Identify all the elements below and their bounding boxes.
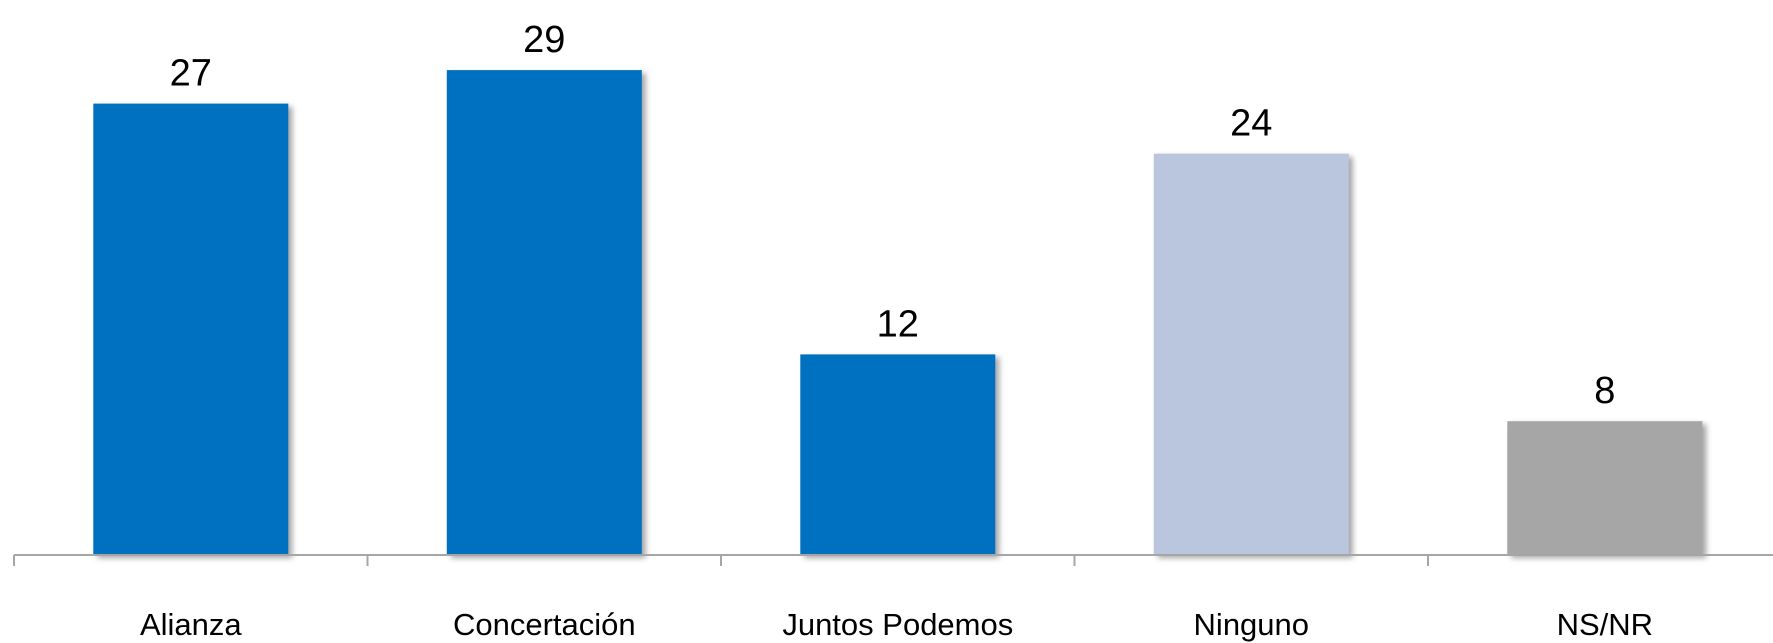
category-label-1: Concertación <box>453 607 636 642</box>
x-axis-ticks <box>13 555 1429 566</box>
bar-2 <box>800 354 996 555</box>
value-labels-group: 27 29 12 24 8 <box>170 19 1616 412</box>
bar-4 <box>1507 421 1703 555</box>
bar-0 <box>93 103 289 555</box>
category-label-3: Ninguno <box>1194 607 1309 642</box>
category-label-4: NS/NR <box>1557 607 1653 642</box>
bar-3 <box>1153 153 1349 555</box>
value-label-3: 24 <box>1230 103 1272 145</box>
bar-1 <box>446 70 642 555</box>
category-label-2: Juntos Podemos <box>782 607 1013 642</box>
bars-group <box>93 70 1703 555</box>
category-label-0: Alianza <box>140 607 242 642</box>
value-label-4: 8 <box>1594 370 1615 412</box>
category-labels-group: Alianza Concertación Juntos Podemos Ninguno… <box>140 607 1653 642</box>
value-label-0: 27 <box>170 53 212 95</box>
value-label-2: 12 <box>877 303 919 345</box>
value-label-1: 29 <box>523 19 565 61</box>
